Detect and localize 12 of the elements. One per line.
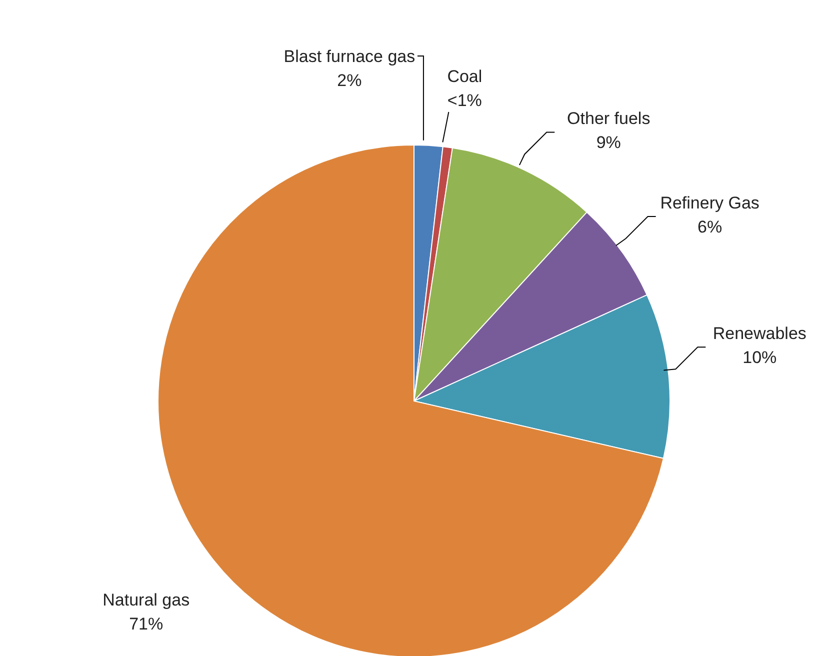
slice-label: Coal: [447, 67, 482, 86]
data-label: 71%: [129, 614, 164, 634]
slice-label: Renewables: [712, 324, 806, 344]
data-label: 6%: [698, 217, 722, 236]
data-label: 9%: [596, 133, 621, 152]
slice-label: Blast furnace gas: [284, 47, 416, 66]
slice-label: Other fuels: [567, 109, 650, 128]
slice-label: Natural gas: [102, 590, 190, 610]
slice-label: Refinery Gas: [660, 193, 760, 212]
data-label: 2%: [337, 71, 362, 90]
data-label: <1%: [447, 91, 482, 110]
data-label: 10%: [742, 348, 777, 368]
